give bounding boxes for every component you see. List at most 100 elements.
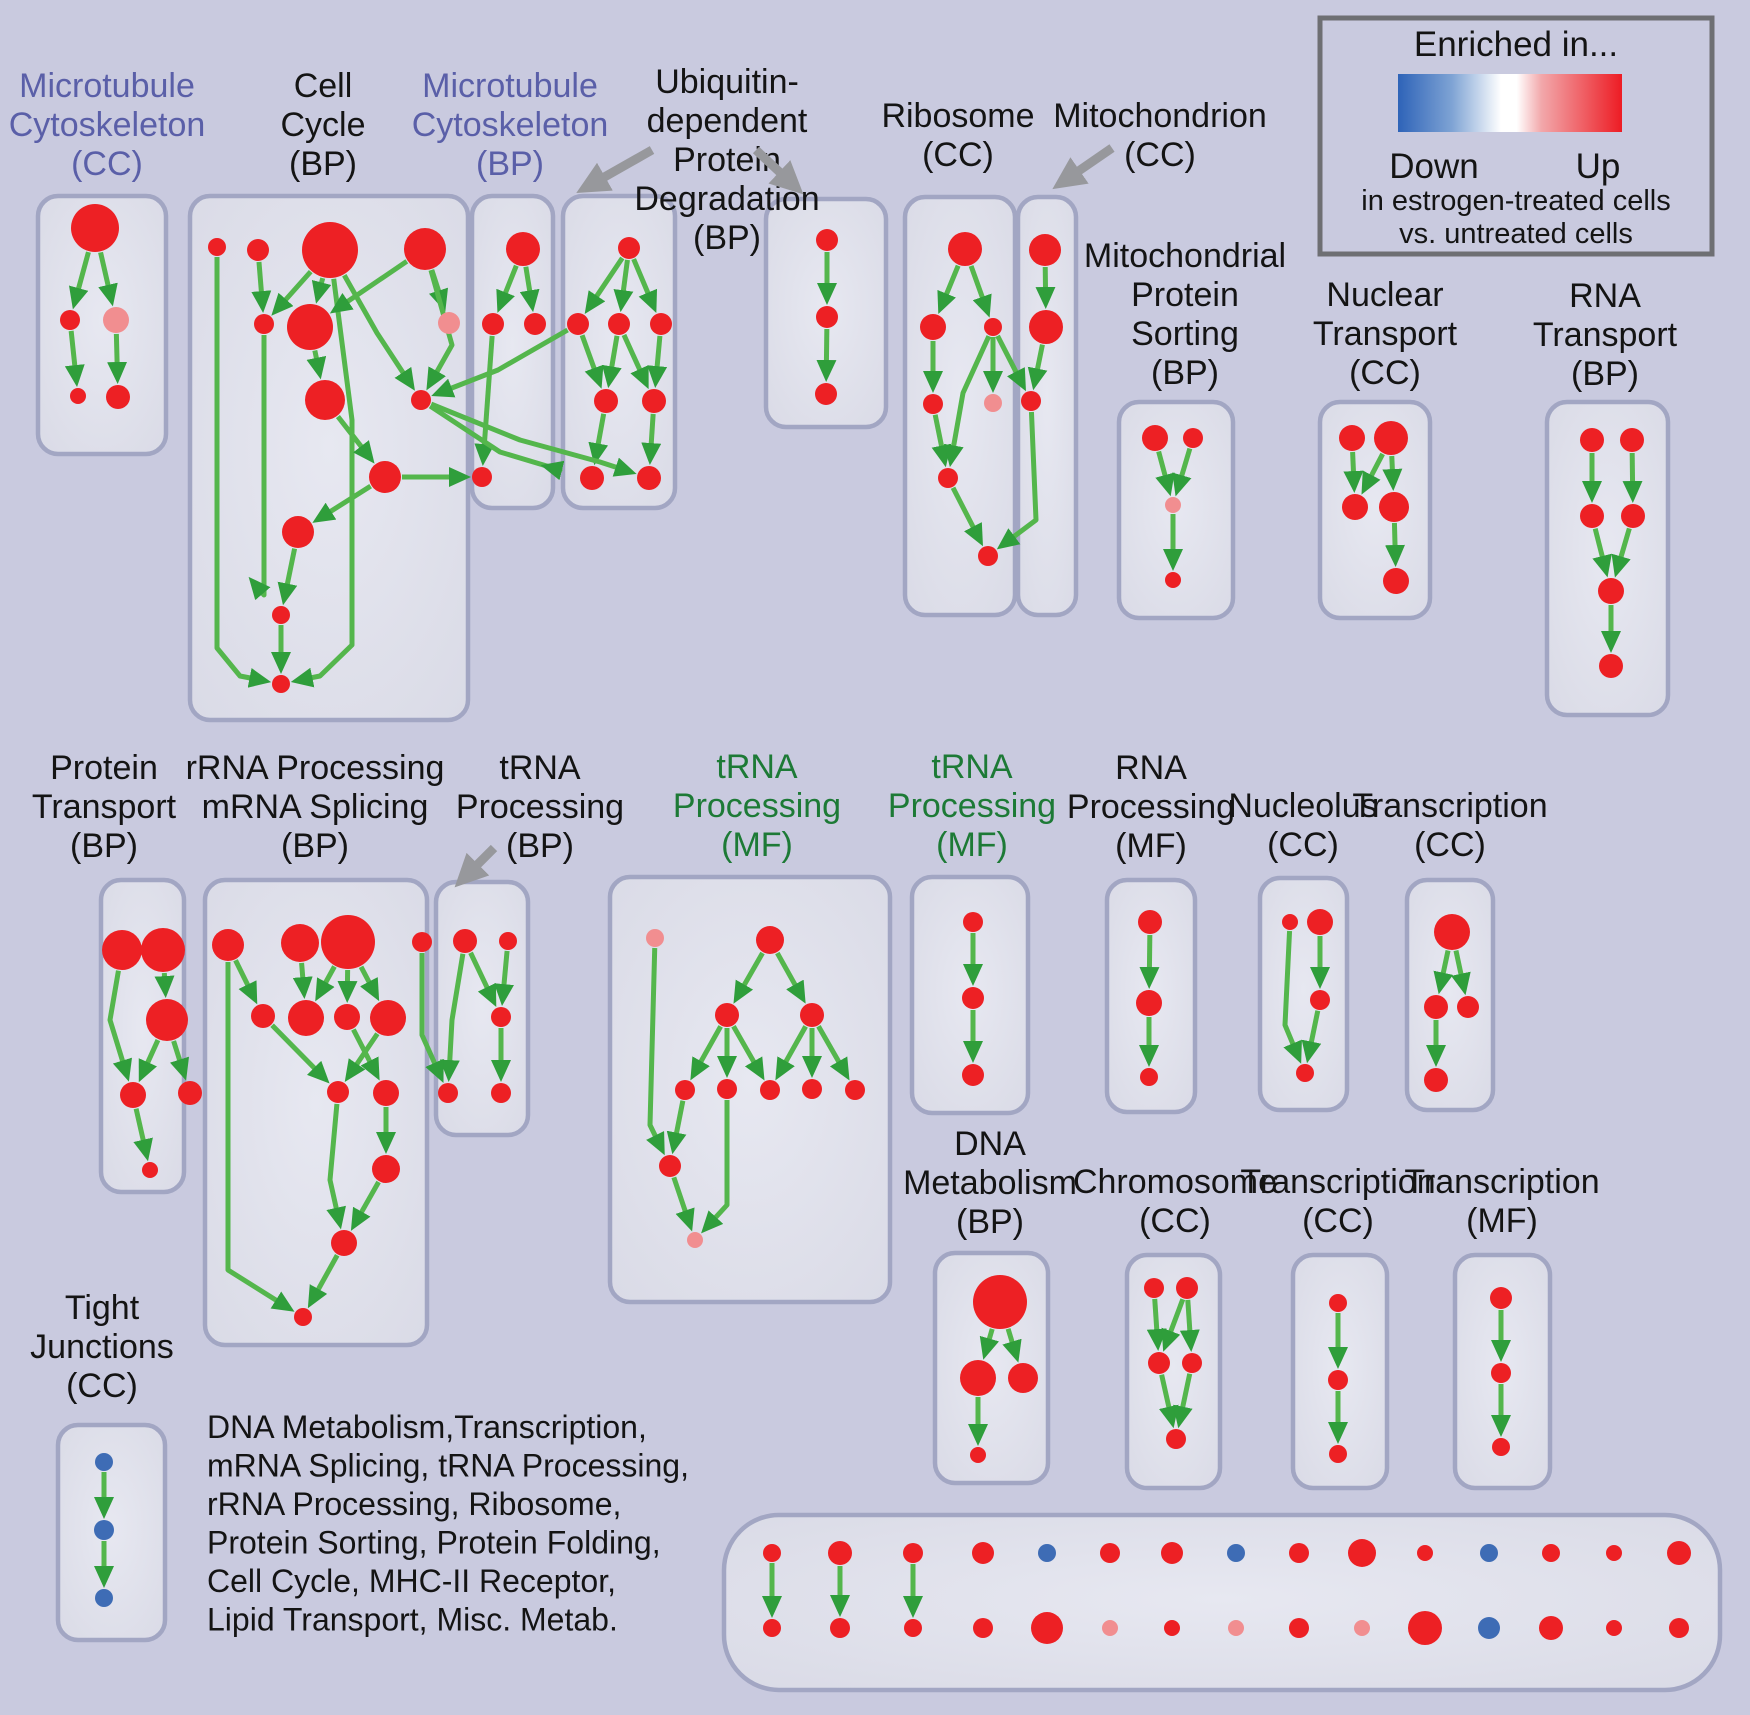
go-term-node-red	[499, 932, 517, 950]
go-term-node-red	[1348, 1539, 1376, 1567]
go-term-node-red	[141, 928, 185, 972]
go-term-node-red	[254, 314, 274, 334]
relation-edge	[690, 1025, 723, 1081]
go-term-node-red	[1310, 990, 1330, 1010]
group-label-trna-processing-bp: (BP)	[506, 827, 574, 865]
go-term-node-red	[1457, 996, 1479, 1018]
go-term-node-red	[1669, 1618, 1689, 1638]
relation-edge	[931, 414, 952, 468]
relation-edge	[225, 962, 295, 1312]
go-term-node-red	[412, 932, 432, 952]
relation-edge	[439, 953, 466, 1083]
go-term-node-red	[491, 1007, 511, 1027]
group-label-rna-processing-mf: (MF)	[1115, 827, 1187, 865]
relation-edge	[601, 335, 622, 389]
go-term-node-red	[1598, 578, 1624, 604]
group-label-microtubule-cytoskeleton-bp: Microtubule	[422, 67, 598, 105]
cross-group-edge	[430, 401, 637, 477]
relation-edge	[666, 1100, 687, 1155]
go-term-node-red	[287, 304, 333, 350]
go-term-node-red	[763, 1619, 781, 1637]
go-term-node-red	[372, 1155, 400, 1183]
go-term-node-red	[830, 1618, 850, 1638]
relation-edge	[251, 261, 272, 314]
go-term-node-red	[1424, 995, 1448, 1019]
go-term-node-red	[594, 389, 618, 413]
go-term-node-red	[978, 546, 998, 566]
group-label-dna-metabolism-bp: Metabolism	[903, 1164, 1077, 1202]
group-label-rna-transport-bp: RNA	[1569, 277, 1641, 315]
go-term-node-red	[960, 1360, 996, 1396]
group-label-mitochondrion-cc: (CC)	[1124, 136, 1196, 174]
group-label-nuclear-transport-cc: Nuclear	[1326, 276, 1443, 314]
relation-edge	[1179, 1299, 1200, 1353]
group-box-ubiquitin-degradation-bp	[560, 193, 678, 511]
relation-edge	[1002, 1328, 1022, 1363]
go-term-node-red	[288, 1000, 324, 1036]
go-term-node-red	[472, 467, 492, 487]
go-term-node-red	[272, 675, 290, 693]
go-term-node-red	[1408, 1611, 1442, 1645]
relation-edge	[326, 1103, 346, 1230]
go-term-node-red	[369, 461, 401, 493]
go-term-node-red	[1289, 1543, 1309, 1563]
go-term-node-red	[321, 915, 375, 969]
go-term-node-red	[1164, 1620, 1180, 1636]
go-term-node-red	[1165, 572, 1181, 588]
group-label-microtubule-cytoskeleton-cc: (CC)	[71, 145, 143, 183]
relation-edge	[775, 1025, 808, 1081]
go-term-node-red	[331, 1230, 357, 1256]
go-term-node-red	[208, 238, 226, 256]
group-box-misc-enrichment-cluster	[721, 1512, 1723, 1693]
go-term-node-red	[71, 204, 119, 252]
group-label-tight-junctions-cc: Tight	[65, 1289, 140, 1327]
relation-edge	[292, 962, 313, 1000]
go-term-node-red	[948, 232, 982, 266]
group-label-tight-junctions-cc: Junctions	[30, 1328, 174, 1366]
relation-edge	[979, 1328, 1000, 1360]
relation-edge	[584, 256, 625, 315]
go-term-node-red	[251, 1004, 275, 1028]
go-term-node-red	[102, 930, 142, 970]
relation-edge	[1172, 447, 1193, 497]
legend-title: Enriched in...	[1414, 25, 1618, 64]
go-term-node-red	[1434, 914, 1470, 950]
go-term-node-red	[816, 306, 838, 328]
go-term-node-red	[1417, 1545, 1433, 1561]
relation-edge	[98, 251, 118, 307]
group-box-chromosome-cc	[1124, 1252, 1223, 1491]
relation-edge	[733, 951, 765, 1004]
go-term-node-red	[1142, 425, 1168, 451]
relation-edge	[1611, 527, 1632, 578]
go-term-node-red	[815, 383, 837, 405]
go-term-node-red	[828, 1541, 852, 1565]
relation-edge	[107, 333, 128, 385]
relation-edge	[701, 1100, 730, 1234]
go-term-node-red	[756, 926, 784, 954]
go-term-node-red	[580, 466, 604, 490]
cross-group-edge	[431, 327, 569, 398]
group-label-ribosome-cc: (CC)	[922, 136, 994, 174]
go-term-node-red	[642, 389, 666, 413]
go-term-node-red	[1307, 909, 1333, 935]
go-term-node-red	[1021, 391, 1041, 411]
relation-edge	[631, 258, 658, 313]
relation-edge	[1382, 455, 1403, 492]
go-term-node-red	[302, 222, 358, 278]
group-label-transcription-cc: Transcription	[1352, 787, 1547, 825]
go-term-node-blue	[94, 1520, 114, 1540]
callout-arrow	[576, 146, 655, 193]
relation-edge	[233, 959, 258, 1005]
relation-edge	[133, 1108, 153, 1162]
go-term-node-red	[1289, 1618, 1309, 1638]
group-label-nuclear-transport-cc: (CC)	[1349, 354, 1421, 392]
relation-edge	[335, 415, 375, 464]
group-label-transcription-cc-2: Transcription	[1240, 1163, 1435, 1201]
relation-edge	[641, 413, 662, 466]
group-label-dna-metabolism-bp: DNA	[954, 1125, 1026, 1163]
misc-note-line: Protein Sorting, Protein Folding,	[207, 1525, 661, 1561]
group-label-nucleolus-cc: Nucleolus	[1228, 787, 1377, 825]
go-term-node-red	[1580, 428, 1604, 452]
group-label-protein-transport-bp: Transport	[32, 788, 177, 826]
go-term-node-red	[938, 468, 958, 488]
